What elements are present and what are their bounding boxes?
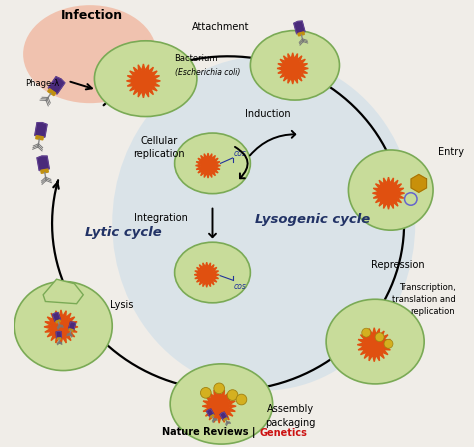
Ellipse shape bbox=[174, 133, 250, 194]
Text: cos: cos bbox=[233, 148, 246, 157]
Text: Repression: Repression bbox=[371, 260, 424, 270]
Circle shape bbox=[362, 328, 371, 337]
Polygon shape bbox=[56, 320, 60, 323]
Polygon shape bbox=[69, 329, 73, 331]
Text: Cellular
replication: Cellular replication bbox=[133, 136, 185, 159]
Circle shape bbox=[236, 394, 247, 405]
Text: Nature Reviews |: Nature Reviews | bbox=[163, 427, 259, 439]
Polygon shape bbox=[357, 328, 391, 362]
Ellipse shape bbox=[348, 150, 433, 230]
Polygon shape bbox=[48, 77, 65, 94]
Text: Bacterium: Bacterium bbox=[174, 54, 218, 63]
Text: Attachment: Attachment bbox=[192, 21, 249, 32]
Text: Induction: Induction bbox=[246, 109, 291, 118]
Polygon shape bbox=[37, 156, 49, 171]
Text: Infection: Infection bbox=[61, 8, 123, 21]
Polygon shape bbox=[202, 389, 236, 423]
Polygon shape bbox=[373, 177, 404, 209]
Text: cos: cos bbox=[233, 283, 246, 291]
Polygon shape bbox=[41, 169, 48, 173]
Ellipse shape bbox=[250, 30, 339, 100]
Ellipse shape bbox=[94, 41, 197, 117]
Polygon shape bbox=[277, 53, 308, 84]
Text: Assembly
packaging: Assembly packaging bbox=[265, 405, 316, 428]
Polygon shape bbox=[53, 312, 61, 321]
Ellipse shape bbox=[326, 299, 424, 384]
Polygon shape bbox=[56, 331, 62, 338]
Polygon shape bbox=[298, 32, 304, 36]
Ellipse shape bbox=[170, 364, 273, 444]
Polygon shape bbox=[220, 412, 227, 420]
Text: Transcription,
translation and
replication: Transcription, translation and replicati… bbox=[392, 283, 456, 316]
Polygon shape bbox=[207, 409, 214, 417]
Text: Integration: Integration bbox=[134, 213, 188, 223]
Text: (Escherichia coli): (Escherichia coli) bbox=[174, 68, 240, 77]
Polygon shape bbox=[210, 415, 214, 417]
Polygon shape bbox=[127, 64, 160, 98]
Ellipse shape bbox=[14, 282, 112, 371]
Ellipse shape bbox=[23, 5, 157, 103]
Polygon shape bbox=[411, 174, 427, 192]
Text: Entry: Entry bbox=[438, 147, 464, 157]
Circle shape bbox=[214, 383, 225, 394]
Circle shape bbox=[384, 339, 393, 348]
Polygon shape bbox=[294, 21, 305, 34]
Polygon shape bbox=[36, 135, 43, 140]
Text: Lysogenic cycle: Lysogenic cycle bbox=[255, 212, 370, 226]
Polygon shape bbox=[196, 153, 220, 178]
Text: Lytic cycle: Lytic cycle bbox=[85, 226, 162, 239]
Polygon shape bbox=[224, 418, 228, 421]
Circle shape bbox=[375, 333, 384, 342]
Circle shape bbox=[201, 388, 211, 398]
Polygon shape bbox=[43, 279, 83, 304]
Text: Phage-λ: Phage-λ bbox=[25, 79, 60, 88]
Polygon shape bbox=[35, 122, 47, 137]
Polygon shape bbox=[48, 89, 56, 96]
Text: Genetics: Genetics bbox=[259, 428, 307, 439]
Polygon shape bbox=[44, 310, 78, 344]
Ellipse shape bbox=[174, 242, 250, 303]
Polygon shape bbox=[69, 322, 75, 330]
Text: Lysis: Lysis bbox=[110, 300, 133, 310]
Polygon shape bbox=[194, 262, 219, 287]
Ellipse shape bbox=[112, 56, 415, 391]
Polygon shape bbox=[57, 338, 61, 340]
Circle shape bbox=[227, 390, 238, 401]
